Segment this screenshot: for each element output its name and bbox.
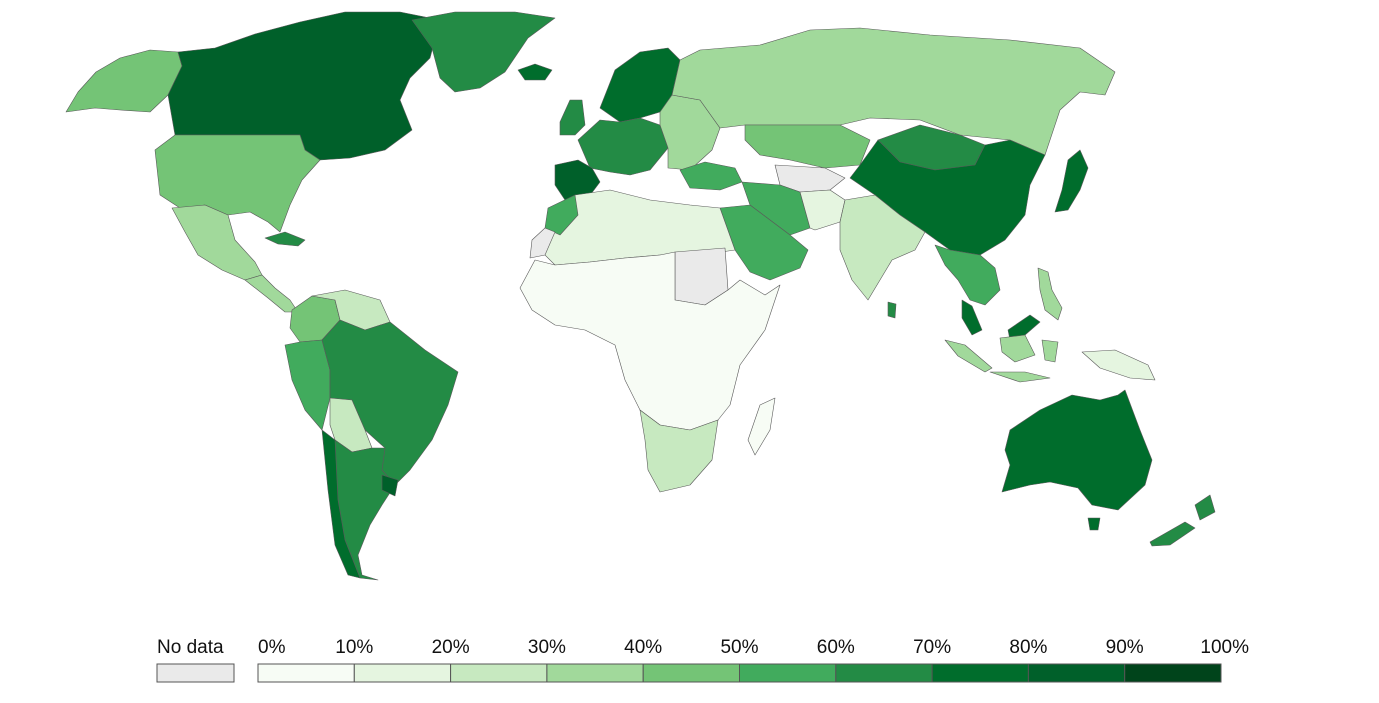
scale-bin-3 xyxy=(546,663,644,683)
central-america-region xyxy=(244,274,299,313)
uk-region xyxy=(559,99,586,136)
scale-tick-label: 50% xyxy=(720,637,758,658)
arabia-region xyxy=(719,204,809,281)
scale-bin-9 xyxy=(1124,663,1222,683)
western-europe-region xyxy=(577,117,669,176)
japan-region xyxy=(1054,149,1089,213)
peru-region xyxy=(284,339,331,431)
scale-tick-label: 100% xyxy=(1200,637,1249,658)
scale-tick-label: 10% xyxy=(335,637,373,658)
color-scale-ticks: 0% 10% 20% 30% 40% 50% 60% 70% 80% 90% 100% xyxy=(258,637,1249,658)
sri-lanka-region xyxy=(887,301,897,319)
scale-tick-label: 90% xyxy=(1106,637,1144,658)
morocco-region xyxy=(544,194,579,236)
kazakhstan-region xyxy=(744,124,871,169)
new-zealand-region xyxy=(1149,494,1216,547)
scale-bin-7 xyxy=(931,663,1029,683)
scale-bin-8 xyxy=(1027,663,1126,683)
no-data-label: No data xyxy=(157,637,224,658)
scale-tick-label: 60% xyxy=(817,637,855,658)
philippines-region xyxy=(1037,267,1063,321)
india-region xyxy=(839,194,926,301)
scale-tick-label: 40% xyxy=(624,637,662,658)
southeast-asia-region xyxy=(934,244,1001,306)
no-data-swatch xyxy=(156,663,235,683)
southern-africa-region xyxy=(639,409,719,493)
map-legend: No data 0% 10% 20% 30% 40% 50% 60% 70% 80% 90% 100… xyxy=(156,637,1249,683)
australia-region xyxy=(1001,389,1153,511)
scale-bin-2 xyxy=(450,663,548,683)
scale-tick-label: 0% xyxy=(258,637,286,658)
tasmania-region xyxy=(1087,517,1101,531)
chile-region xyxy=(321,429,361,579)
iceland-region xyxy=(517,63,553,81)
scale-tick-label: 20% xyxy=(432,637,470,658)
scale-tick-label: 80% xyxy=(1009,637,1047,658)
scale-bin-4 xyxy=(642,663,741,683)
mexico-region xyxy=(171,204,263,281)
uruguay-region xyxy=(381,474,399,497)
scale-tick-label: 70% xyxy=(913,637,951,658)
scale-bin-5 xyxy=(739,663,837,683)
scale-bin-0 xyxy=(257,663,355,683)
malaysia-region xyxy=(961,299,1041,341)
indonesia-region xyxy=(944,334,1059,383)
iberia-region xyxy=(554,159,601,201)
scale-bin-1 xyxy=(353,663,452,683)
alaska-region xyxy=(65,49,183,113)
scale-bin-6 xyxy=(835,663,933,683)
scale-tick-label: 30% xyxy=(528,637,566,658)
color-scale-bar xyxy=(257,663,1222,683)
greenland-region xyxy=(411,11,556,93)
madagascar-region xyxy=(747,397,776,456)
western-sahara-region xyxy=(529,227,556,259)
cuba-region xyxy=(264,231,306,247)
sub-saharan-africa-region xyxy=(519,251,781,431)
png-region xyxy=(1081,349,1156,381)
